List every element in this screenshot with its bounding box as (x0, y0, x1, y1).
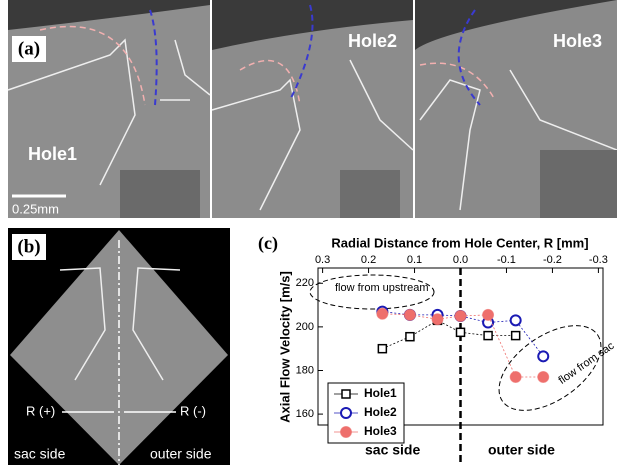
panel-b: (b) R (+) R (-) sac side outer side (8, 228, 230, 465)
data-point[interactable] (538, 351, 548, 361)
data-point[interactable] (432, 314, 443, 325)
hole-label: Hole1 (28, 144, 77, 164)
scale-label: 0.25mm (12, 201, 59, 216)
legend-marker (341, 408, 351, 418)
arrow-label: R (+) (26, 403, 55, 418)
series-line (382, 320, 515, 348)
panel-label: (b) (17, 236, 40, 257)
y-axis-title: Axial Flow Velocity [m/s] (277, 271, 292, 423)
legend-marker (341, 427, 352, 438)
x-tick-label: 0.3 (315, 254, 330, 266)
spray (340, 170, 400, 218)
x-tick-label: 0.2 (361, 254, 376, 266)
legend-label: Hole3 (364, 424, 397, 438)
legend-label: Hole2 (364, 405, 397, 419)
hole-label: Hole2 (348, 31, 397, 51)
x-tick-label: 0.0 (453, 254, 468, 266)
annotation-ellipse (484, 309, 616, 428)
panel-label: (c) (258, 233, 278, 254)
figure: (a) Hole1 Hole2 Hole3 0.25mm (b) R (+) R… (0, 0, 617, 465)
data-point[interactable] (378, 345, 386, 353)
x-axis-title: Radial Distance from Hole Center, R [mm] (331, 235, 588, 250)
y-tick-label: 180 (296, 364, 314, 376)
side-label: outer side (488, 442, 555, 458)
y-tick-label: 220 (296, 277, 314, 289)
data-point[interactable] (404, 309, 415, 320)
data-point[interactable] (538, 372, 549, 383)
data-point[interactable] (510, 372, 521, 383)
data-point[interactable] (512, 332, 520, 340)
legend-marker (342, 390, 350, 398)
y-tick-label: 160 (296, 408, 314, 420)
side-label: outer side (150, 446, 212, 462)
data-point[interactable] (377, 308, 388, 319)
hole-label: Hole3 (553, 31, 602, 51)
data-point[interactable] (457, 328, 465, 336)
data-point[interactable] (483, 309, 494, 320)
x-tick-label: -0.1 (497, 254, 516, 266)
spray (120, 170, 200, 218)
x-tick-label: -0.2 (543, 254, 562, 266)
legend-label: Hole1 (364, 386, 397, 400)
data-point[interactable] (455, 310, 466, 321)
panel-label: (a) (18, 38, 40, 59)
side-label: sac side (14, 446, 66, 462)
data-point[interactable] (484, 332, 492, 340)
x-tick-label: -0.3 (589, 254, 608, 266)
x-tick-label: 0.1 (407, 254, 422, 266)
annotation: flow from sac (557, 340, 617, 387)
spray (540, 150, 617, 218)
y-tick-label: 200 (296, 321, 314, 333)
side-label: sac side (365, 442, 420, 458)
annotation: flow from upstream (335, 282, 429, 294)
arrow-label: R (-) (180, 403, 206, 418)
data-point[interactable] (406, 333, 414, 341)
panel-c: (c) Radial Distance from Hole Center, R … (258, 233, 617, 465)
panel-a: (a) Hole1 Hole2 Hole3 0.25mm (8, 0, 617, 218)
data-point[interactable] (511, 315, 521, 325)
